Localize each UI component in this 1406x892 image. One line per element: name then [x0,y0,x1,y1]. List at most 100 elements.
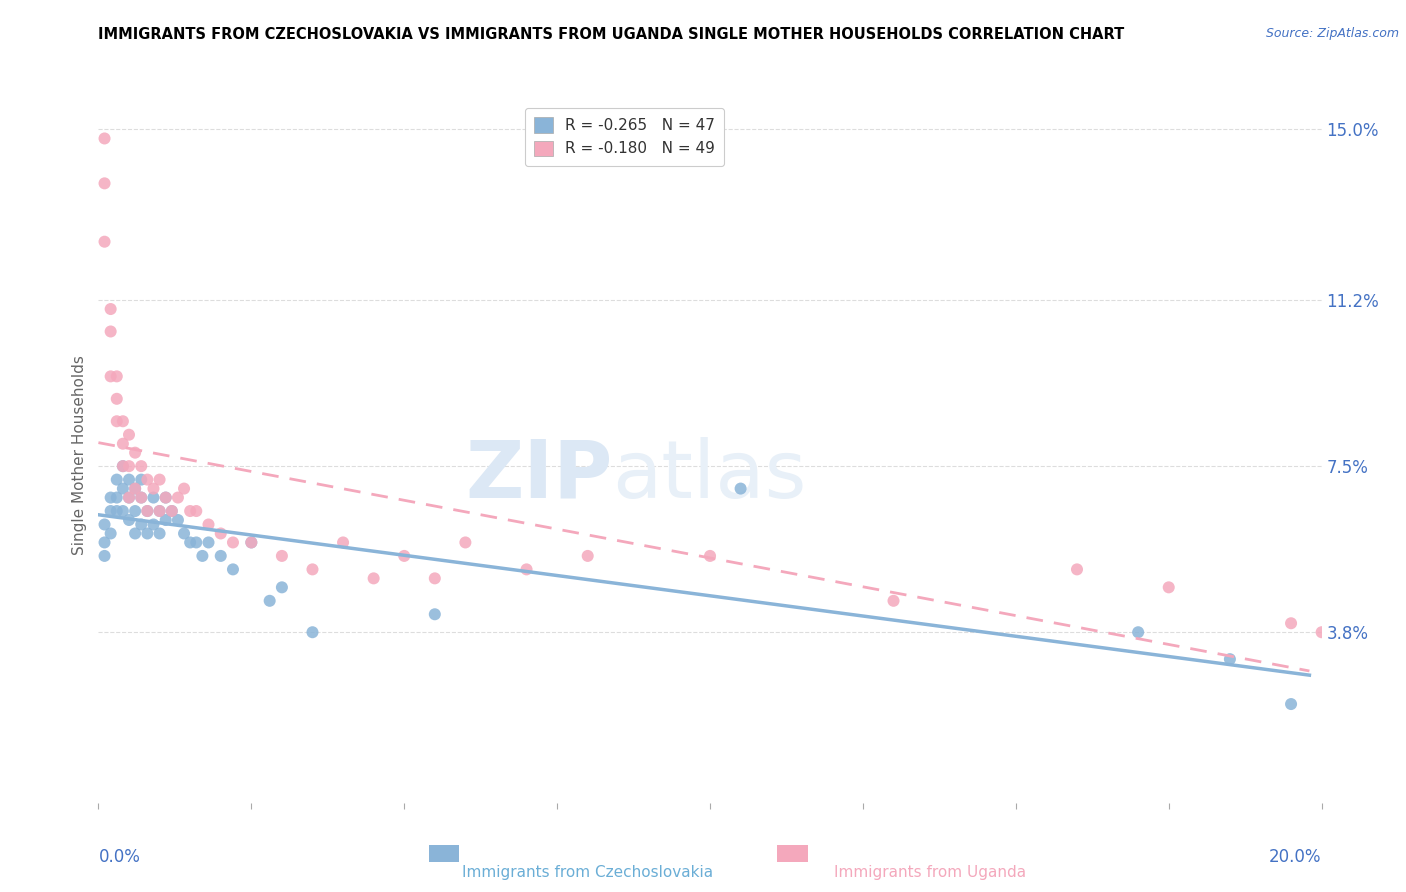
Point [259,594,281,608]
Point [111,504,134,518]
Point [1066,562,1088,576]
Point [100,325,122,339]
Text: IMMIGRANTS FROM CZECHOSLOVAKIA VS IMMIGRANTS FROM UGANDA SINGLE MOTHER HOUSEHOLD: IMMIGRANTS FROM CZECHOSLOVAKIA VS IMMIGR… [98,27,1125,42]
Legend: R = -0.265   N = 47, R = -0.180   N = 49: R = -0.265 N = 47, R = -0.180 N = 49 [524,108,724,166]
Point [197,535,219,549]
Point [167,513,190,527]
Point [129,491,152,505]
Point [173,482,195,496]
Point [1128,625,1150,640]
Point [155,491,177,505]
Point [105,491,128,505]
Text: Source: ZipAtlas.com: Source: ZipAtlas.com [1265,27,1399,40]
Point [363,571,385,585]
Y-axis label: Single Mother Households: Single Mother Households [72,355,87,555]
Point [1219,652,1241,666]
Point [105,392,128,406]
Text: ZIP: ZIP [465,437,612,515]
Point [270,580,292,594]
Point [124,482,146,496]
Point [155,491,177,505]
Point [105,369,128,384]
Point [270,549,292,563]
Point [124,482,146,496]
Point [118,491,141,505]
Point [118,513,141,527]
Point [100,369,122,384]
Point [111,482,134,496]
Point [100,301,122,316]
Point [155,513,177,527]
Point [209,549,232,563]
Point [186,535,208,549]
Point [142,482,165,496]
Point [1157,580,1180,594]
Point [93,535,115,549]
Point [454,535,477,549]
Point [222,562,245,576]
Text: 0.0%: 0.0% [98,848,141,866]
Point [93,549,115,563]
Point [111,414,134,428]
Point [167,491,190,505]
Point [186,504,208,518]
Point [576,549,599,563]
Point [118,473,141,487]
Point [142,517,165,532]
Point [392,549,416,563]
Point [1279,616,1302,631]
Point [699,549,721,563]
Point [118,491,141,505]
Point [1310,625,1333,640]
Point [93,517,115,532]
Point [100,491,122,505]
FancyBboxPatch shape [429,845,460,862]
Point [149,504,172,518]
Point [516,562,538,576]
Point [1279,697,1302,711]
Point [301,562,323,576]
Point [124,504,146,518]
Point [160,504,183,518]
Text: Immigrants from Czechoslovakia: Immigrants from Czechoslovakia [463,865,713,880]
Point [111,459,134,474]
Point [209,526,232,541]
Point [301,625,323,640]
Point [100,504,122,518]
Point [423,607,446,622]
Point [149,504,172,518]
Point [118,459,141,474]
Point [179,504,201,518]
Point [197,517,219,532]
Point [883,594,905,608]
Point [111,436,134,450]
Point [124,445,146,459]
Text: atlas: atlas [612,437,807,515]
Point [730,482,752,496]
Point [149,473,172,487]
Point [105,414,128,428]
Point [179,535,201,549]
Point [136,504,159,518]
Point [129,517,152,532]
Point [129,459,152,474]
Point [136,526,159,541]
Point [142,491,165,505]
Text: Immigrants from Uganda: Immigrants from Uganda [834,865,1026,880]
Point [136,473,159,487]
Point [423,571,446,585]
Point [118,427,141,442]
Point [93,131,115,145]
FancyBboxPatch shape [778,845,808,862]
Point [191,549,214,563]
Point [124,526,146,541]
Point [93,177,115,191]
Point [240,535,263,549]
Point [100,526,122,541]
Point [222,535,245,549]
Point [111,459,134,474]
Point [129,473,152,487]
Point [332,535,354,549]
Point [149,526,172,541]
Point [240,535,263,549]
